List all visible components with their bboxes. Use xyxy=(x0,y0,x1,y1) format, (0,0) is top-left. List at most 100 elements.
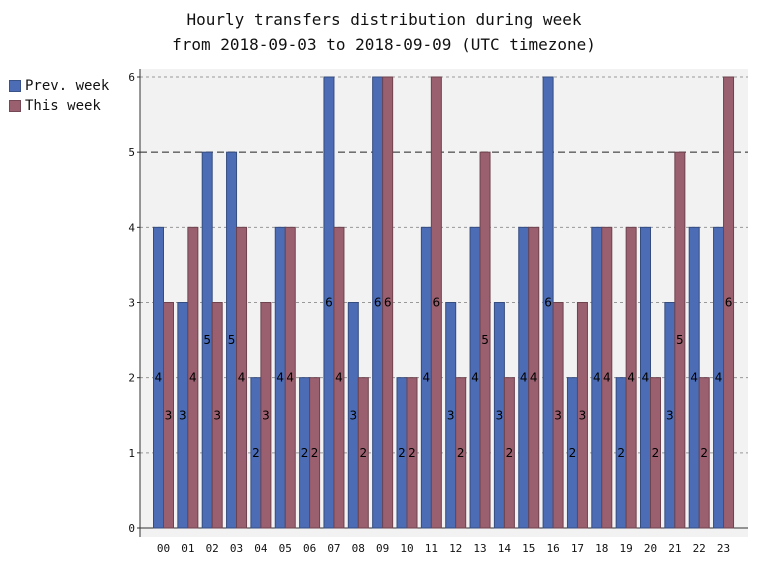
x-tick-label: 20 xyxy=(644,542,657,555)
bar-value-label: 4 xyxy=(335,371,343,385)
bar-this-week-01 xyxy=(187,226,199,529)
x-tick-label: 08 xyxy=(352,542,365,555)
y-tick-label: 6 xyxy=(128,71,135,84)
legend: Prev. week This week xyxy=(9,76,109,116)
legend-swatch-this-week xyxy=(9,100,21,112)
x-tick-label: 12 xyxy=(449,542,462,555)
x-tick-label: 19 xyxy=(620,542,633,555)
bar-this-week-18 xyxy=(601,226,613,529)
bar-this-week-09 xyxy=(382,76,394,529)
bar-value-label: 2 xyxy=(617,446,625,460)
bar-value-label: 4 xyxy=(627,371,635,385)
bar-this-week-02 xyxy=(211,302,223,529)
x-tick-label: 23 xyxy=(717,542,730,555)
bar-this-week-23 xyxy=(723,76,735,529)
bar-this-week-22 xyxy=(698,377,710,529)
bar-value-label: 3 xyxy=(447,408,455,422)
bar-value-label: 6 xyxy=(374,296,382,310)
legend-item-this-week: This week xyxy=(9,96,109,116)
bar-value-label: 6 xyxy=(433,296,441,310)
x-tick-label: 21 xyxy=(668,542,681,555)
bar-this-week-03 xyxy=(236,226,248,529)
bar-this-week-11 xyxy=(430,76,442,529)
bar-value-label: 2 xyxy=(457,446,465,460)
bar-value-label: 2 xyxy=(506,446,514,460)
bar-value-label: 2 xyxy=(700,446,708,460)
bar-this-week-19 xyxy=(625,226,637,529)
bar-value-label: 5 xyxy=(676,333,684,347)
bar-value-label: 3 xyxy=(579,408,587,422)
x-tick-label: 04 xyxy=(254,542,268,555)
y-tick-label: 5 xyxy=(128,146,135,159)
legend-item-prev-week: Prev. week xyxy=(9,76,109,96)
y-tick-label: 0 xyxy=(128,522,135,535)
x-tick-label: 18 xyxy=(595,542,608,555)
x-tick-label: 22 xyxy=(693,542,706,555)
bar-value-label: 2 xyxy=(398,446,406,460)
bar-value-label: 4 xyxy=(530,371,538,385)
x-tick-label: 05 xyxy=(279,542,292,555)
x-tick-label: 17 xyxy=(571,542,584,555)
bar-this-week-17 xyxy=(576,302,588,529)
bar-value-label: 3 xyxy=(554,408,562,422)
bar-this-week-04 xyxy=(260,302,272,529)
bar-this-week-05 xyxy=(284,226,296,529)
x-tick-label: 11 xyxy=(425,542,438,555)
x-tick-label: 06 xyxy=(303,542,316,555)
bar-this-week-14 xyxy=(503,377,515,529)
bar-value-label: 5 xyxy=(228,333,236,347)
x-tick-label: 09 xyxy=(376,542,389,555)
bar-value-label: 2 xyxy=(252,446,260,460)
bar-value-label: 4 xyxy=(238,371,246,385)
y-tick-label: 1 xyxy=(128,447,135,460)
legend-label-this-week: This week xyxy=(25,98,101,114)
bar-value-label: 2 xyxy=(301,446,309,460)
bar-value-label: 2 xyxy=(311,446,319,460)
x-tick-label: 14 xyxy=(498,542,512,555)
bar-this-week-12 xyxy=(455,377,467,529)
bar-value-label: 4 xyxy=(423,371,431,385)
bar-value-label: 5 xyxy=(203,333,211,347)
y-tick-label: 4 xyxy=(128,221,135,234)
bar-value-label: 6 xyxy=(384,296,392,310)
bar-value-label: 4 xyxy=(189,371,197,385)
x-tick-label: 15 xyxy=(522,542,535,555)
x-tick-label: 01 xyxy=(181,542,194,555)
bar-value-label: 2 xyxy=(359,446,367,460)
bar-value-label: 3 xyxy=(179,408,187,422)
bar-value-label: 3 xyxy=(496,408,504,422)
bar-value-label: 5 xyxy=(481,333,489,347)
bar-value-label: 4 xyxy=(593,371,601,385)
bar-value-label: 4 xyxy=(471,371,479,385)
x-tick-label: 02 xyxy=(206,542,219,555)
legend-label-prev-week: Prev. week xyxy=(25,78,110,94)
x-tick-label: 03 xyxy=(230,542,243,555)
bar-value-label: 2 xyxy=(652,446,660,460)
bar-this-week-21 xyxy=(674,151,686,529)
bar-value-label: 3 xyxy=(165,408,173,422)
bar-value-label: 6 xyxy=(725,296,733,310)
y-tick-label: 3 xyxy=(128,297,135,310)
bar-this-week-06 xyxy=(309,377,321,529)
bar-this-week-13 xyxy=(479,151,491,529)
bar-value-label: 2 xyxy=(408,446,416,460)
bar-this-week-15 xyxy=(528,226,540,529)
y-tick-label: 2 xyxy=(128,372,135,385)
chart-title: Hourly transfers distribution during wee… xyxy=(186,10,582,29)
bar-value-label: 4 xyxy=(603,371,611,385)
bar-this-week-16 xyxy=(552,302,564,529)
legend-swatch-prev-week xyxy=(9,80,21,92)
bar-value-label: 4 xyxy=(642,371,650,385)
bar-value-label: 4 xyxy=(520,371,528,385)
bar-this-week-10 xyxy=(406,377,418,529)
bar-value-label: 4 xyxy=(286,371,294,385)
chart-subtitle: from 2018-09-03 to 2018-09-09 (UTC timez… xyxy=(172,35,596,54)
bar-value-label: 3 xyxy=(213,408,221,422)
bar-value-label: 4 xyxy=(715,371,723,385)
bar-this-week-20 xyxy=(650,377,661,529)
x-tick-label: 10 xyxy=(400,542,413,555)
bar-value-label: 6 xyxy=(544,296,552,310)
x-tick-label: 00 xyxy=(157,542,170,555)
bar-this-week-07 xyxy=(333,226,345,529)
